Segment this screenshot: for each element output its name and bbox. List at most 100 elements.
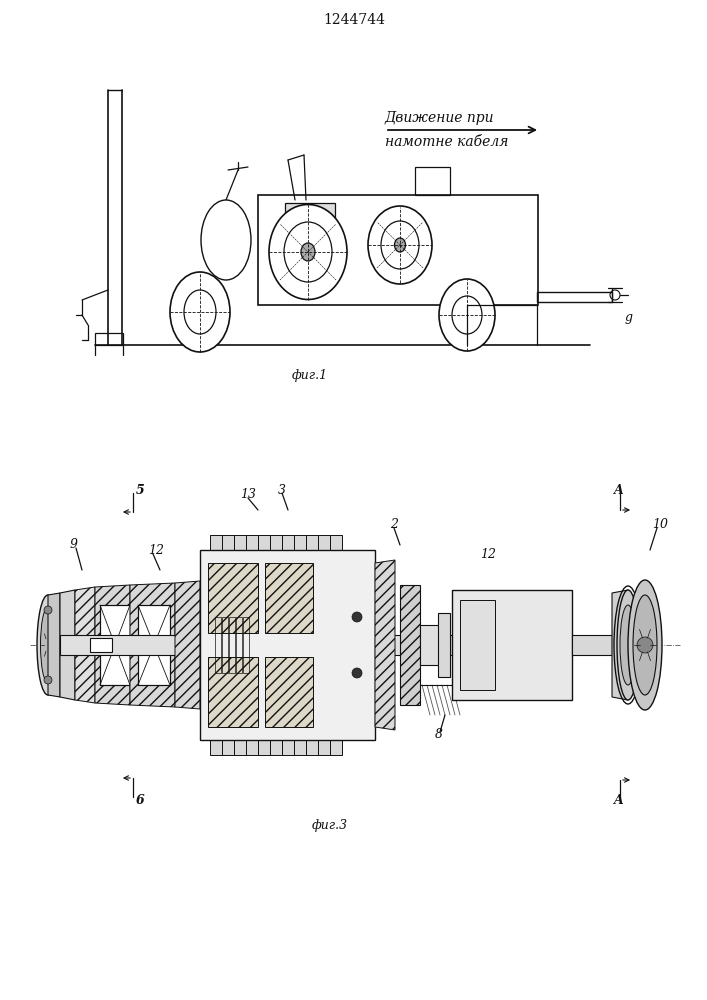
Bar: [246, 740, 258, 755]
Polygon shape: [75, 587, 95, 703]
Bar: [310, 638, 332, 652]
Ellipse shape: [381, 221, 419, 269]
Bar: [258, 740, 270, 755]
Ellipse shape: [633, 595, 657, 695]
Polygon shape: [400, 585, 420, 705]
Bar: [318, 740, 330, 755]
Ellipse shape: [452, 296, 482, 334]
Bar: [330, 740, 342, 755]
Ellipse shape: [395, 238, 406, 252]
Bar: [285, 203, 335, 225]
Bar: [306, 740, 318, 755]
Bar: [270, 740, 282, 755]
Bar: [306, 535, 318, 550]
Bar: [236, 617, 242, 673]
Ellipse shape: [620, 605, 636, 685]
Text: 12: 12: [148, 544, 164, 556]
Bar: [438, 613, 450, 677]
Bar: [265, 563, 313, 633]
Text: 12: 12: [480, 548, 496, 562]
Circle shape: [44, 676, 52, 684]
Bar: [229, 617, 235, 673]
Bar: [90, 638, 112, 652]
Bar: [90, 637, 108, 653]
Bar: [234, 740, 246, 755]
Bar: [130, 629, 205, 661]
Bar: [294, 740, 306, 755]
Bar: [258, 195, 538, 305]
Bar: [460, 600, 495, 690]
Text: 13: 13: [240, 488, 256, 502]
Ellipse shape: [368, 206, 432, 284]
Bar: [294, 535, 306, 550]
Text: 3: 3: [278, 484, 286, 496]
Text: 6: 6: [136, 794, 145, 806]
Ellipse shape: [269, 205, 347, 300]
Text: 9: 9: [70, 538, 78, 552]
Bar: [100, 605, 130, 685]
Polygon shape: [48, 593, 60, 697]
Text: 10: 10: [652, 518, 668, 532]
Bar: [234, 535, 246, 550]
Bar: [200, 550, 375, 740]
Bar: [60, 635, 550, 655]
Circle shape: [637, 637, 653, 653]
Text: Движение при: Движение при: [385, 111, 494, 125]
Ellipse shape: [284, 222, 332, 282]
Bar: [415, 167, 450, 195]
Text: g: g: [625, 310, 633, 324]
Bar: [282, 535, 294, 550]
Bar: [330, 535, 342, 550]
Ellipse shape: [628, 580, 662, 710]
Bar: [138, 605, 170, 685]
Bar: [420, 625, 440, 665]
Bar: [270, 535, 282, 550]
Bar: [208, 563, 258, 633]
Bar: [222, 740, 234, 755]
Polygon shape: [612, 590, 628, 700]
Bar: [210, 740, 222, 755]
Bar: [210, 535, 222, 550]
Bar: [222, 617, 228, 673]
Text: намотне кабеля: намотне кабеля: [385, 135, 508, 149]
Polygon shape: [375, 560, 395, 730]
Text: A: A: [614, 794, 624, 806]
Ellipse shape: [184, 290, 216, 334]
Ellipse shape: [40, 607, 56, 683]
Ellipse shape: [301, 243, 315, 261]
Polygon shape: [130, 583, 175, 707]
Circle shape: [44, 606, 52, 614]
Ellipse shape: [37, 595, 59, 695]
Text: 1244744: 1244744: [323, 13, 385, 27]
Bar: [537, 292, 612, 302]
Polygon shape: [95, 585, 130, 705]
Bar: [222, 535, 234, 550]
Polygon shape: [60, 590, 75, 700]
Bar: [452, 590, 572, 700]
Ellipse shape: [95, 639, 103, 651]
Bar: [318, 535, 330, 550]
Bar: [246, 535, 258, 550]
Text: A: A: [614, 484, 624, 496]
Ellipse shape: [617, 590, 639, 700]
Text: 8: 8: [435, 728, 443, 742]
Circle shape: [352, 612, 362, 622]
Bar: [572, 635, 612, 655]
Bar: [243, 617, 249, 673]
Bar: [282, 740, 294, 755]
Ellipse shape: [201, 200, 251, 280]
Bar: [215, 617, 221, 673]
Polygon shape: [175, 581, 200, 709]
Bar: [258, 535, 270, 550]
Ellipse shape: [439, 279, 495, 351]
Bar: [208, 657, 258, 727]
Text: фиг.3: фиг.3: [312, 818, 348, 832]
Bar: [100, 605, 130, 685]
Bar: [265, 657, 313, 727]
Circle shape: [352, 668, 362, 678]
Text: 5: 5: [136, 484, 145, 496]
Text: фиг.1: фиг.1: [292, 368, 328, 381]
Text: 2: 2: [390, 518, 398, 532]
Bar: [95, 333, 123, 345]
Bar: [138, 605, 170, 685]
